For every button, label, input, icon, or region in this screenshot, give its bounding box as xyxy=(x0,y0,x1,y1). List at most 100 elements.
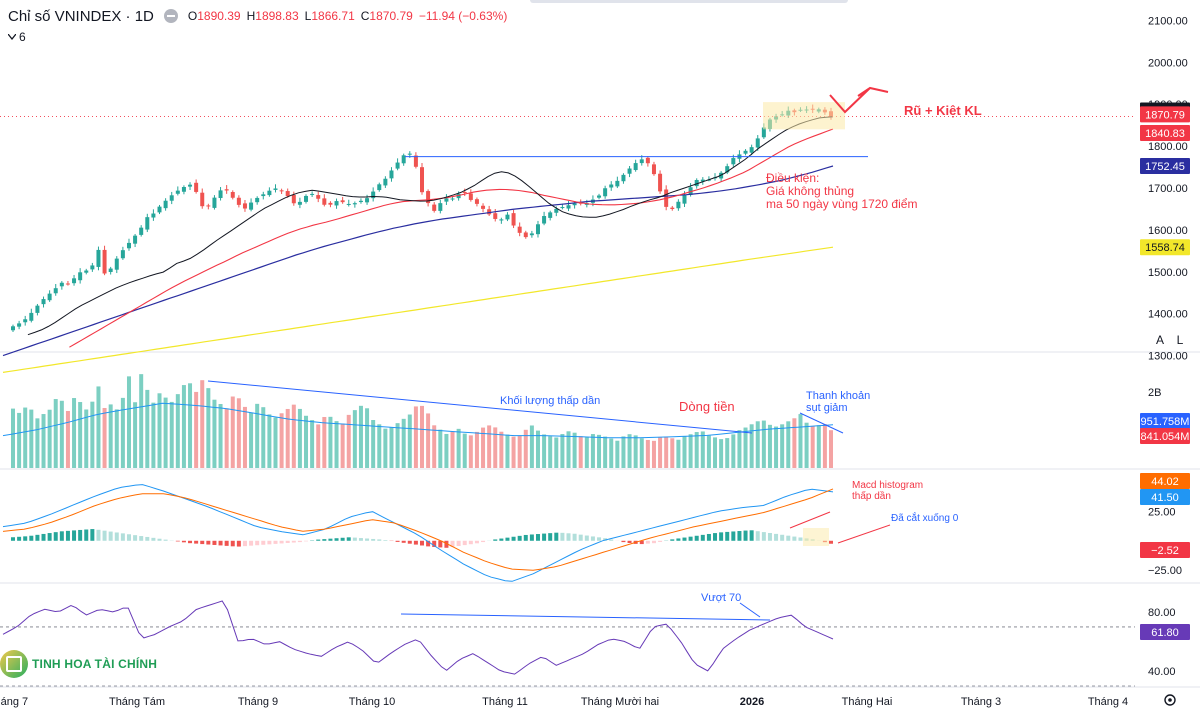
volume-bar xyxy=(560,434,565,468)
candle-body xyxy=(297,201,302,205)
indicator-collapse-button[interactable]: 6 xyxy=(8,29,34,45)
macd-histogram-bar xyxy=(639,540,644,545)
candle-body xyxy=(151,213,156,218)
macd-histogram-bar xyxy=(682,537,687,541)
macd-histogram-bar xyxy=(542,533,547,541)
book-logo-icon xyxy=(0,650,28,678)
symbol-title[interactable]: Chỉ số VNINDEX · 1D xyxy=(8,7,154,25)
volume-bar xyxy=(84,409,89,468)
volume-bar xyxy=(285,408,290,468)
macd-histogram-bar xyxy=(108,531,113,541)
candle-body xyxy=(651,164,656,175)
macd-histogram-bar xyxy=(462,540,467,546)
macd-histogram-bar xyxy=(145,536,150,541)
macd-histogram-bar xyxy=(725,531,730,541)
macd-histogram-bar xyxy=(181,540,186,543)
candle-body xyxy=(285,191,290,197)
macd-histogram-bar xyxy=(316,539,321,541)
volume-bar xyxy=(224,408,229,468)
gear-hub xyxy=(1168,698,1172,702)
volume-label-0: 951.758M xyxy=(1141,416,1190,428)
macd-histogram-bar xyxy=(328,538,333,541)
candle-body xyxy=(352,203,357,205)
candle-body xyxy=(41,299,46,305)
candle-body xyxy=(114,258,119,270)
macd-histogram-bar xyxy=(236,540,241,547)
candle-body xyxy=(493,213,498,219)
macd-histogram-bar xyxy=(151,537,156,541)
candle-body xyxy=(212,197,217,208)
candle-body xyxy=(145,217,150,230)
volume-bar xyxy=(829,430,833,468)
volume-bar xyxy=(413,406,418,468)
gear-icon[interactable] xyxy=(1164,694,1176,706)
candle-body xyxy=(11,326,15,331)
volume-bar xyxy=(236,398,241,468)
volume-bar xyxy=(133,402,138,468)
annotation-condition-title: Điều kiện: xyxy=(766,171,819,185)
volume-bar xyxy=(523,429,528,468)
candle-body xyxy=(169,195,174,201)
volume-bar xyxy=(139,374,144,468)
volume-bar xyxy=(804,422,809,468)
volume-bar xyxy=(670,438,675,468)
volume-bar xyxy=(297,408,302,468)
price-label-3: 1752.45 xyxy=(1145,161,1185,173)
macd-histogram-bar xyxy=(474,540,479,544)
macd-histogram-bar xyxy=(517,535,522,541)
macd-histogram-bar xyxy=(334,538,339,541)
macd-histogram-bar xyxy=(621,540,626,543)
low-key: L xyxy=(304,9,312,23)
macd-histogram-bar xyxy=(499,538,504,541)
price-label-4-bg xyxy=(1140,239,1190,256)
candle-body xyxy=(133,235,138,244)
candle-body xyxy=(291,194,296,204)
volume-bar xyxy=(35,418,40,468)
macd-histogram-bar xyxy=(560,532,565,541)
volume-bar xyxy=(499,431,504,468)
volume-bar xyxy=(29,409,34,468)
volume-bar xyxy=(383,428,388,468)
volume-label-0-bg xyxy=(1140,413,1190,429)
macd-histogram-bar xyxy=(340,537,345,541)
indicator-count: 6 xyxy=(19,30,26,44)
macd-histogram-bar xyxy=(658,540,663,542)
candle-body xyxy=(450,198,455,200)
macd-histogram-bar xyxy=(175,540,180,542)
volume-bar xyxy=(108,404,113,468)
macd-histogram-bar xyxy=(511,536,516,541)
volume-trendline xyxy=(207,380,753,434)
volume-bar xyxy=(163,397,168,468)
macd-histogram-bar xyxy=(432,540,437,547)
candle-body xyxy=(621,174,626,182)
macd-histogram-bar xyxy=(792,536,797,541)
volume-bar xyxy=(346,414,351,468)
change-value: −11.94 (−0.63%) xyxy=(418,9,508,23)
ma-short-line xyxy=(27,116,834,336)
macd-histogram-bar xyxy=(761,532,766,541)
signal-line xyxy=(2,488,834,571)
macd-histogram-bar xyxy=(224,540,229,546)
macd-histogram-bar xyxy=(548,533,553,541)
macd-histogram-bar xyxy=(157,538,162,541)
rsi-label-0-bg xyxy=(1140,624,1190,640)
macd-histogram-bar xyxy=(377,539,382,541)
candle-body xyxy=(639,159,644,164)
candle-body xyxy=(566,205,571,209)
log-scale-button[interactable]: L xyxy=(1176,333,1184,347)
brand-name: TINH HOA TÀI CHÍNH xyxy=(32,657,158,671)
volume-bar xyxy=(181,385,186,468)
market-status-icon[interactable] xyxy=(163,9,178,23)
candle-body xyxy=(346,203,351,205)
volume-bar xyxy=(535,430,540,468)
candle-body xyxy=(139,227,144,235)
candle-body xyxy=(316,195,321,199)
volume-bar xyxy=(621,436,626,468)
chevron-down-icon xyxy=(8,34,16,40)
top-drag-strip[interactable] xyxy=(530,0,848,3)
volume-bar xyxy=(23,407,28,468)
candle-body xyxy=(59,282,64,287)
auto-scale-button[interactable]: A xyxy=(1155,333,1164,347)
macd-histogram-bar xyxy=(35,534,40,541)
